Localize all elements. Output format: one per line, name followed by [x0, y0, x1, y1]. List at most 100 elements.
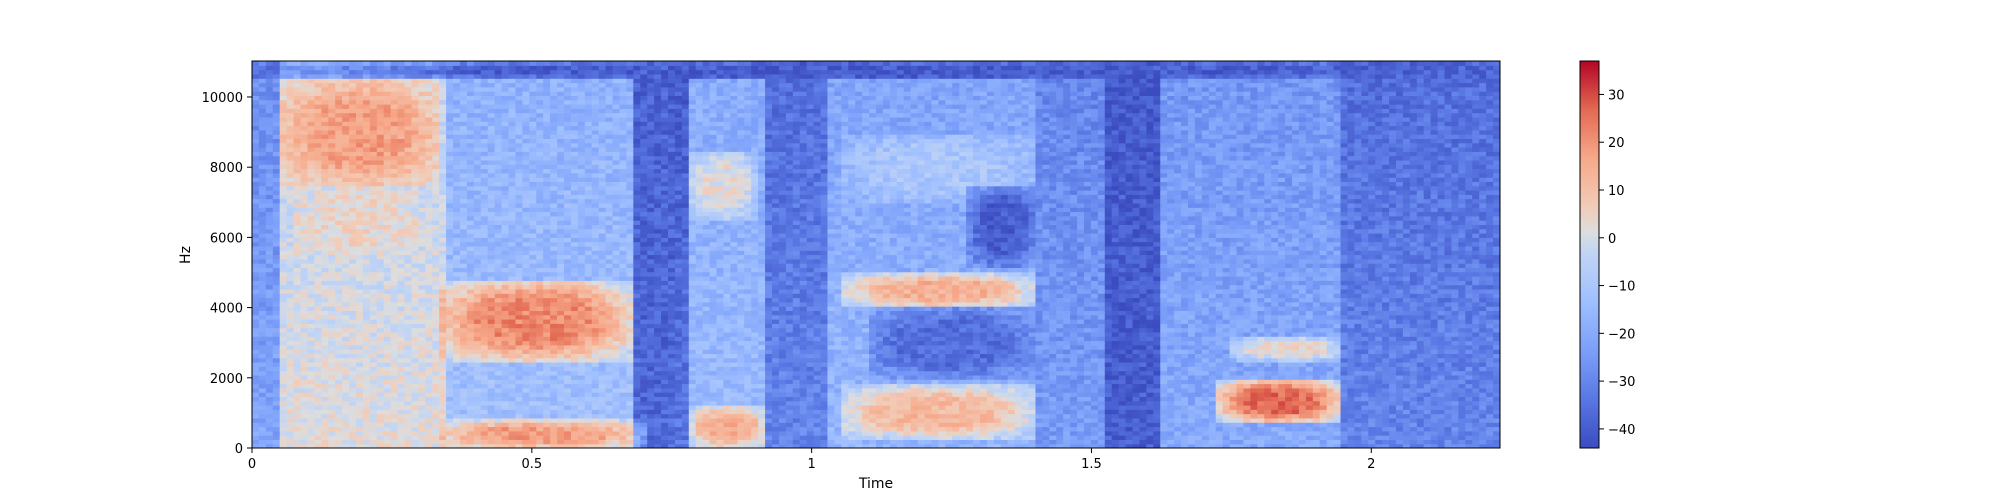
heatmap-cell [598, 99, 607, 105]
heatmap-cell [570, 82, 579, 88]
heatmap-cell [591, 443, 600, 448]
heatmap-cell [501, 164, 510, 170]
heatmap-cell [494, 78, 503, 84]
heatmap-cell [487, 267, 496, 273]
heatmap-cell [564, 207, 572, 213]
heatmap-cell [258, 86, 267, 92]
heatmap-cell [612, 293, 621, 299]
heatmap-cell [466, 151, 475, 157]
heatmap-cell [356, 134, 364, 139]
heatmap-cell [626, 78, 634, 84]
heatmap-cell [321, 91, 329, 96]
heatmap-cell [633, 439, 641, 445]
heatmap-cell [619, 91, 627, 96]
heatmap-cell [487, 129, 496, 135]
heatmap-cell [265, 104, 274, 109]
heatmap-cell [272, 344, 281, 350]
heatmap-cell [293, 267, 302, 273]
heatmap-cell [536, 233, 544, 238]
heatmap-cell [453, 65, 461, 71]
heatmap-cell [272, 310, 281, 316]
heatmap-cell [591, 65, 600, 71]
heatmap-cell [265, 82, 274, 88]
heatmap-cell [349, 177, 357, 182]
heatmap-cell [501, 224, 510, 230]
heatmap-cell [279, 164, 288, 170]
heatmap-cell [321, 370, 329, 376]
heatmap-cell [577, 258, 586, 264]
heatmap-cell [349, 142, 357, 148]
heatmap-cell [515, 435, 523, 440]
heatmap-cell [369, 276, 378, 281]
heatmap-cell [383, 310, 392, 316]
heatmap-cell [404, 228, 413, 234]
heatmap-cell [605, 353, 614, 359]
heatmap-cell [487, 207, 496, 213]
heatmap-cell [258, 82, 267, 88]
heatmap-cell [466, 220, 475, 225]
heatmap-cell [279, 254, 288, 260]
heatmap-cell [258, 349, 267, 354]
heatmap-cell [432, 86, 440, 92]
heatmap-cell [453, 413, 461, 419]
heatmap-cell [543, 344, 551, 350]
heatmap-cell [487, 413, 496, 419]
heatmap-cell [591, 258, 600, 264]
heatmap-cell [591, 344, 600, 350]
heatmap-cell [362, 396, 371, 402]
heatmap-cell [272, 349, 281, 354]
heatmap-cell [279, 241, 288, 247]
heatmap-cell [279, 362, 288, 367]
heatmap-cell [293, 155, 302, 161]
heatmap-cell [369, 134, 378, 139]
heatmap-cell [258, 276, 267, 281]
heatmap-cell [362, 73, 371, 79]
heatmap-cell [501, 383, 510, 389]
heatmap-cell [432, 331, 440, 337]
heatmap-cell [480, 353, 489, 359]
heatmap-cell [494, 168, 503, 174]
heatmap-cell [550, 220, 558, 225]
heatmap-cell [397, 78, 406, 84]
heatmap-cell [293, 220, 302, 225]
heatmap-cell [508, 207, 517, 213]
heatmap-cell [453, 211, 461, 217]
heatmap-cell [584, 362, 593, 367]
heatmap-cell [369, 413, 378, 419]
heatmap-cell [480, 250, 489, 256]
heatmap-cell [612, 353, 621, 359]
heatmap-cell [446, 323, 454, 329]
heatmap-cell [529, 224, 537, 230]
heatmap-cell [432, 99, 440, 105]
heatmap-cell [501, 405, 510, 410]
heatmap-cell [252, 172, 260, 178]
heatmap-cell [522, 202, 530, 208]
heatmap-cell [453, 254, 461, 260]
heatmap-cell [501, 349, 510, 354]
heatmap-cell [439, 95, 447, 101]
heatmap-cell [369, 301, 378, 307]
heatmap-cell [543, 211, 551, 217]
heatmap-cell [258, 319, 267, 324]
heatmap-cell [564, 86, 572, 92]
heatmap-cell [418, 288, 426, 294]
heatmap-cell [293, 293, 302, 299]
heatmap-cell [570, 336, 579, 342]
heatmap-cell [515, 211, 523, 217]
heatmap-cell [605, 288, 614, 294]
heatmap-cell [598, 198, 607, 204]
heatmap-cell [633, 271, 641, 277]
heatmap-cell [473, 78, 482, 84]
heatmap-cell [425, 224, 433, 230]
heatmap-cell [522, 61, 530, 66]
heatmap-cell [321, 177, 329, 182]
heatmap-cell [612, 202, 621, 208]
heatmap-cell [612, 134, 621, 139]
heatmap-cell [466, 207, 475, 213]
heatmap-cell [425, 65, 433, 71]
heatmap-cell [536, 112, 544, 118]
heatmap-cell [376, 228, 385, 234]
heatmap-cell [362, 116, 371, 122]
heatmap-cell [390, 417, 399, 423]
heatmap-cell [286, 91, 295, 96]
